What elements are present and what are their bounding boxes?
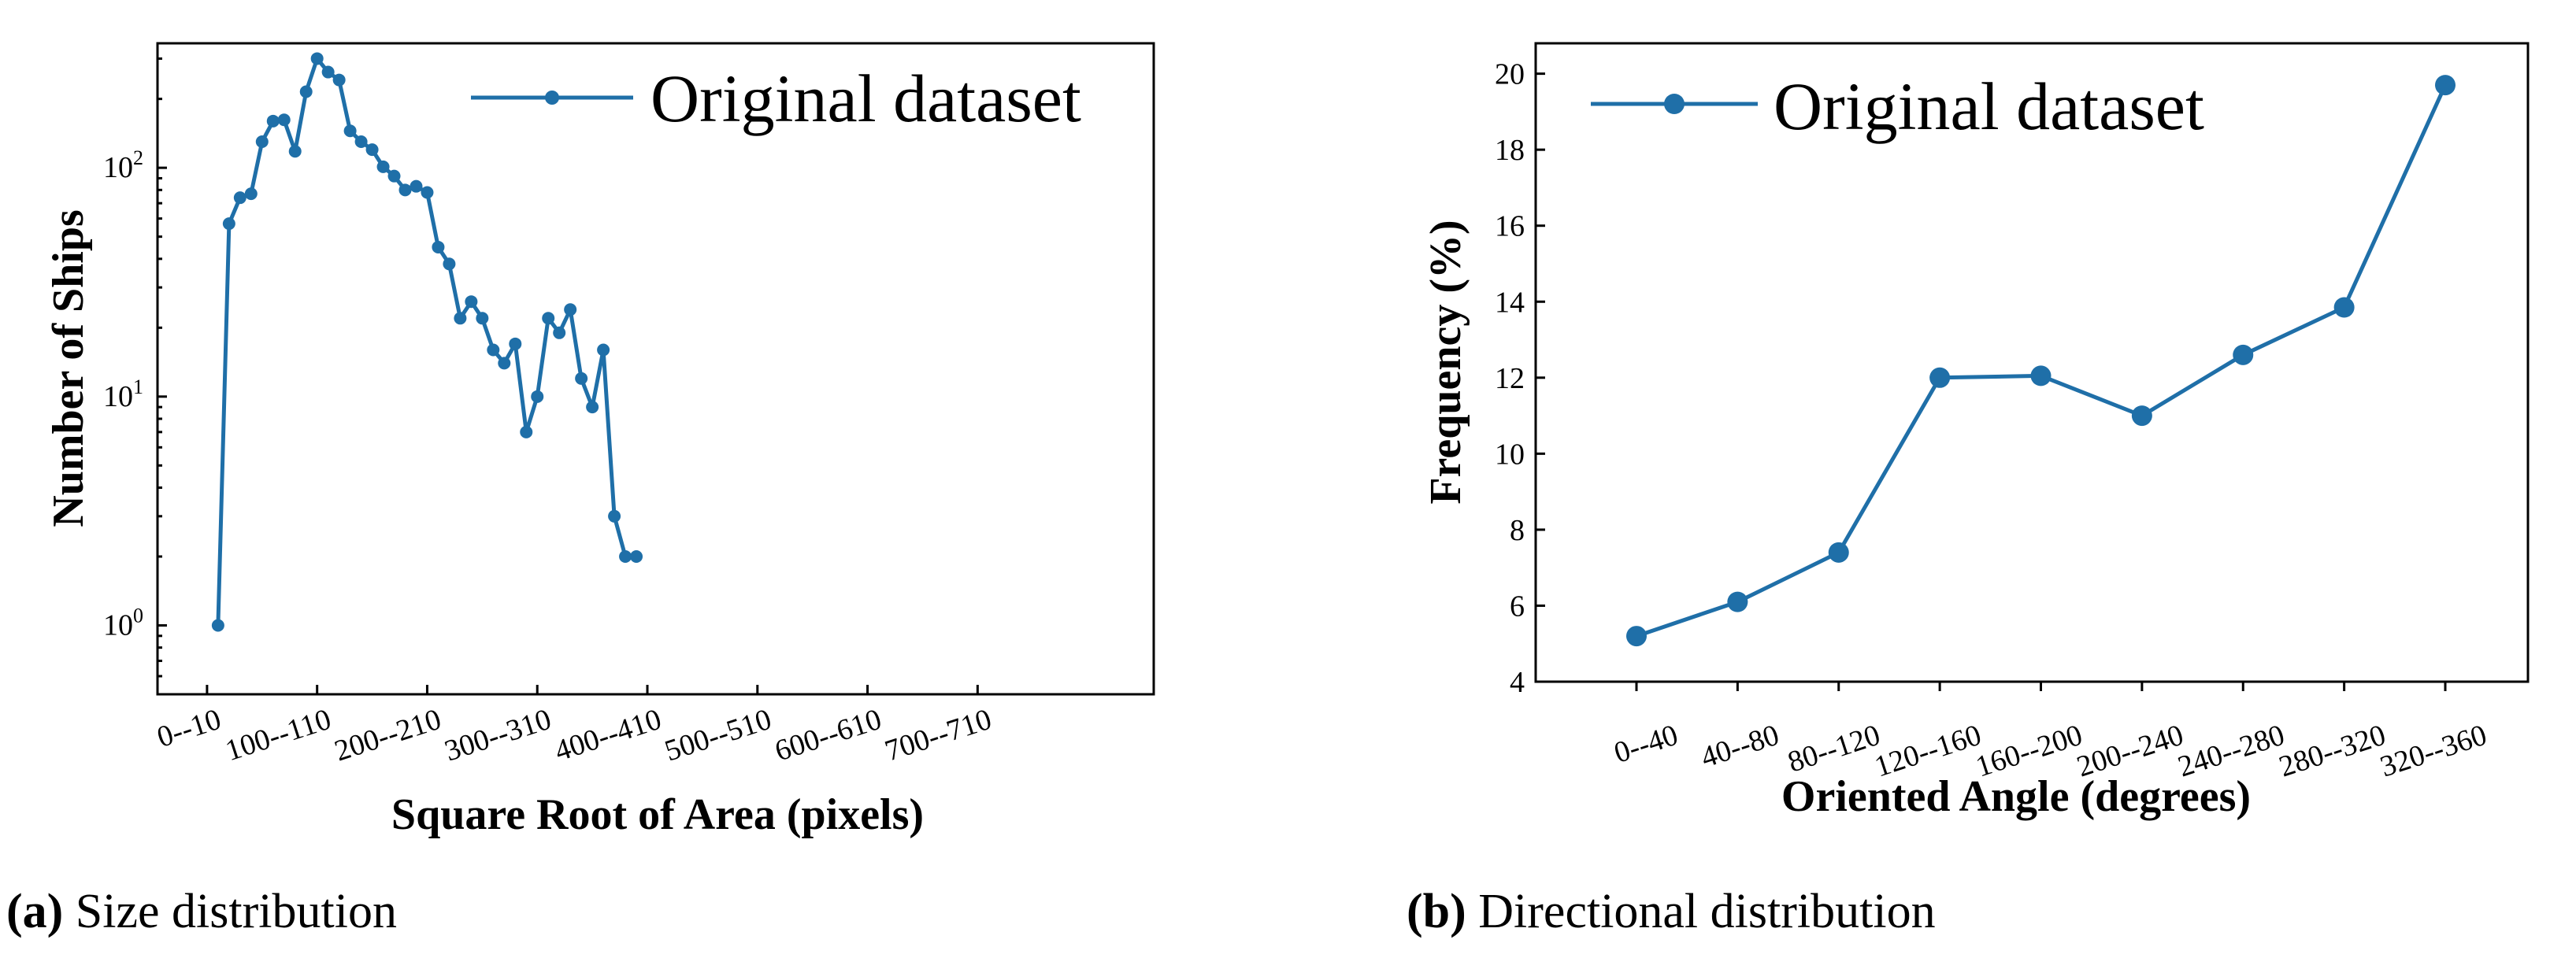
x-tick-label-a: 700--710 bbox=[881, 703, 995, 768]
y-tick-label-b: 20 bbox=[1495, 58, 1525, 91]
data-point-a bbox=[553, 326, 566, 339]
data-point-b bbox=[2435, 75, 2456, 96]
data-point-b bbox=[2030, 365, 2052, 386]
x-tick-label-a: 200--210 bbox=[331, 703, 445, 768]
legend-swatch-marker-a bbox=[545, 91, 559, 105]
data-point-a bbox=[476, 312, 489, 325]
y-tick-label-a: 102 bbox=[103, 146, 143, 184]
y-tick-label-b: 16 bbox=[1495, 210, 1525, 243]
data-point-a bbox=[387, 169, 401, 183]
size-distribution-chart: 100 101 102 0--10100--110200--210300--3104… bbox=[6, 42, 1155, 938]
data-point-a bbox=[597, 343, 610, 357]
data-point-a bbox=[542, 312, 555, 325]
data-point-b bbox=[1727, 591, 1748, 612]
data-point-a bbox=[432, 240, 445, 253]
data-point-a bbox=[398, 183, 412, 197]
x-tick-label-b: 40--80 bbox=[1697, 719, 1783, 775]
data-point-a bbox=[531, 390, 544, 403]
x-axis-title-b: Oriented Angle (degrees) bbox=[1781, 772, 2251, 821]
y-tick-label-b: 12 bbox=[1495, 362, 1525, 395]
caption-b: (b) Directional distribution bbox=[1407, 885, 1936, 938]
x-tick-label-a: 300--310 bbox=[441, 703, 555, 768]
x-tick-label-b: 280--320 bbox=[2275, 719, 2389, 784]
data-point-a bbox=[509, 337, 522, 350]
y-tick-label-b: 14 bbox=[1495, 286, 1525, 319]
legend-swatch-marker-b bbox=[1664, 94, 1685, 114]
x-tick-label-b: 0--40 bbox=[1610, 719, 1682, 770]
legend-label-b: Original dataset bbox=[1774, 68, 2204, 144]
x-tick-label-b: 320--360 bbox=[2376, 719, 2490, 784]
y-tick-label-a: 101 bbox=[103, 375, 143, 413]
data-point-a bbox=[421, 186, 434, 199]
legend-label-a: Original dataset bbox=[650, 61, 1081, 136]
x-tick-label-a: 600--610 bbox=[771, 703, 885, 768]
data-point-a bbox=[454, 312, 467, 325]
data-point-b bbox=[1929, 367, 1951, 388]
data-point-a bbox=[321, 65, 335, 79]
data-point-a bbox=[211, 619, 224, 632]
data-point-a bbox=[487, 343, 500, 357]
data-point-a bbox=[376, 160, 390, 173]
plot-frame-a bbox=[156, 42, 1155, 696]
x-tick-label-a: 100--110 bbox=[221, 703, 335, 768]
legend-b: Original dataset bbox=[1591, 68, 2204, 144]
data-point-a bbox=[354, 135, 368, 149]
caption-a: (a) Size distribution bbox=[6, 885, 397, 938]
data-point-a bbox=[498, 357, 511, 370]
data-point-a bbox=[575, 372, 588, 385]
data-point-a bbox=[630, 549, 643, 563]
y-axis-title-b: Frequency (%) bbox=[1421, 220, 1470, 504]
data-point-b bbox=[1626, 626, 1647, 647]
data-point-b bbox=[2233, 344, 2254, 365]
data-point-a bbox=[465, 295, 478, 309]
data-point-a bbox=[277, 113, 291, 127]
data-point-a bbox=[310, 52, 324, 65]
series-line-b bbox=[1636, 84, 2448, 638]
caption-label-b: (b) bbox=[1407, 885, 1466, 938]
y-axis-title-a: Number of Ships bbox=[44, 209, 93, 527]
x-tick-label-a: 500--510 bbox=[661, 703, 775, 768]
data-point-a bbox=[564, 303, 577, 316]
series-line-a bbox=[216, 57, 636, 626]
y-tick-label-a: 100 bbox=[103, 604, 143, 642]
data-point-a bbox=[332, 73, 346, 87]
x-tick-label-a: 400--410 bbox=[550, 703, 665, 768]
data-point-a bbox=[343, 124, 357, 138]
data-point-a bbox=[443, 257, 456, 271]
data-point-a bbox=[586, 401, 599, 414]
data-point-a bbox=[255, 135, 269, 149]
data-point-a bbox=[233, 191, 246, 205]
data-point-a bbox=[288, 145, 302, 158]
data-point-b bbox=[1828, 542, 1849, 563]
y-tick-label-b: 18 bbox=[1495, 134, 1525, 167]
data-point-a bbox=[619, 549, 632, 563]
y-tick-label-b: 4 bbox=[1510, 666, 1525, 699]
data-point-b bbox=[2131, 405, 2152, 427]
data-point-a bbox=[244, 187, 258, 201]
data-point-a bbox=[365, 143, 379, 157]
data-point-b bbox=[2333, 297, 2355, 318]
legend-a: Original dataset bbox=[471, 61, 1081, 136]
caption-text-b: Directional distribution bbox=[1478, 885, 1935, 938]
y-tick-label-b: 10 bbox=[1495, 438, 1525, 471]
x-axis-title-a: Square Root of Area (pixels) bbox=[391, 790, 924, 839]
caption-text-a: Size distribution bbox=[76, 885, 397, 938]
x-tick-label-b: 80--120 bbox=[1784, 719, 1884, 779]
caption-label-a: (a) bbox=[6, 885, 63, 938]
y-tick-label-b: 8 bbox=[1510, 514, 1525, 547]
plot-frame-b bbox=[1534, 42, 2530, 683]
data-point-a bbox=[410, 179, 423, 193]
data-point-a bbox=[520, 425, 533, 438]
data-point-a bbox=[299, 85, 313, 98]
data-point-a bbox=[222, 217, 235, 231]
x-tick-label-a: 0--10 bbox=[153, 703, 224, 754]
data-point-a bbox=[266, 114, 280, 128]
data-point-a bbox=[608, 509, 621, 523]
y-tick-label-b: 6 bbox=[1510, 590, 1525, 623]
